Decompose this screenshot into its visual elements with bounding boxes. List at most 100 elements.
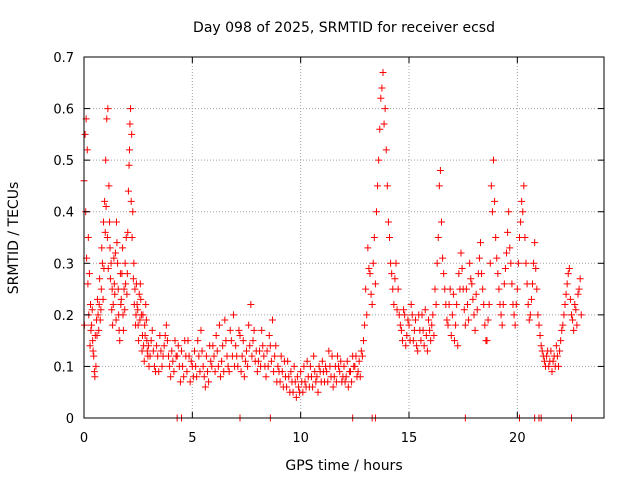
- data-point: [174, 342, 182, 350]
- x-tick-label: 10: [292, 431, 309, 446]
- data-point: [445, 301, 453, 309]
- data-point: [565, 264, 573, 272]
- data-point: [204, 368, 211, 376]
- data-point: [433, 259, 441, 267]
- data-point: [348, 378, 356, 386]
- data-point: [245, 321, 253, 329]
- data-point: [455, 270, 463, 278]
- data-point: [96, 275, 104, 283]
- data-point: [438, 218, 445, 226]
- data-point: [272, 342, 280, 350]
- data-point: [262, 373, 270, 381]
- data-point: [355, 357, 363, 365]
- data-point: [329, 383, 337, 391]
- data-point: [202, 352, 210, 360]
- data-point: [345, 368, 353, 376]
- data-point: [109, 321, 117, 329]
- data-point: [374, 182, 382, 190]
- data-point: [195, 352, 203, 360]
- data-point: [278, 368, 286, 376]
- data-point: [83, 146, 91, 154]
- data-point: [535, 321, 543, 329]
- data-point: [295, 383, 302, 391]
- x-tick-label: 5: [188, 431, 196, 446]
- data-point: [189, 373, 197, 381]
- data-point: [221, 316, 229, 324]
- data-point: [358, 352, 366, 360]
- data-point: [196, 368, 204, 376]
- data-point: [129, 275, 137, 283]
- data-point: [335, 362, 343, 370]
- data-point: [371, 280, 379, 288]
- data-point: [114, 285, 122, 293]
- data-point: [328, 352, 336, 360]
- data-point: [183, 368, 191, 376]
- data-point: [375, 156, 383, 164]
- data-point: [140, 357, 148, 365]
- data-point: [120, 285, 128, 293]
- data-point: [393, 306, 401, 314]
- data-point: [406, 337, 414, 345]
- y-tick-labels: 0 0.1 0.2 0.3 0.4 0.5 0.6 0.7: [53, 51, 74, 427]
- data-point: [291, 378, 299, 386]
- data-point: [532, 264, 540, 272]
- data-point: [210, 352, 218, 360]
- data-point: [252, 347, 260, 355]
- data-point: [395, 311, 403, 319]
- data-point: [417, 337, 425, 345]
- data-point: [304, 373, 312, 381]
- data-point: [475, 254, 483, 262]
- data-point: [521, 234, 529, 241]
- data-point: [558, 326, 566, 334]
- data-point: [90, 352, 98, 360]
- data-point: [435, 182, 443, 190]
- data-point: [248, 352, 256, 360]
- data-point: [477, 239, 484, 247]
- data-point: [472, 290, 480, 298]
- data-point: [310, 352, 318, 360]
- data-point: [106, 275, 114, 283]
- data-point: [150, 362, 158, 370]
- data-point: [448, 311, 456, 319]
- x-tick-label: 0: [80, 431, 88, 446]
- data-point: [141, 321, 149, 329]
- data-point: [520, 182, 528, 190]
- data-point: [136, 316, 144, 324]
- data-point: [531, 239, 539, 247]
- y-tick-label: 0.2: [53, 309, 74, 324]
- data-point: [102, 156, 110, 164]
- data-point: [423, 347, 431, 355]
- data-point: [107, 259, 115, 267]
- data-point: [543, 352, 551, 360]
- data-point: [507, 259, 515, 267]
- data-point: [383, 182, 391, 190]
- data-point: [97, 306, 105, 314]
- data-point: [112, 316, 120, 324]
- data-point: [123, 290, 131, 298]
- data-point: [523, 280, 531, 288]
- data-point: [439, 254, 447, 262]
- data-point: [88, 306, 96, 314]
- data-point: [568, 311, 575, 319]
- data-point: [178, 347, 185, 355]
- data-point: [209, 342, 217, 350]
- data-point: [404, 316, 412, 324]
- data-point: [540, 357, 548, 365]
- data-point: [537, 342, 545, 350]
- data-point: [166, 362, 174, 370]
- data-point: [106, 218, 114, 226]
- data-point: [311, 368, 319, 376]
- data-point: [244, 362, 252, 370]
- data-point: [428, 321, 436, 329]
- data-point: [269, 316, 276, 324]
- data-point: [499, 301, 507, 309]
- data-point: [341, 378, 349, 386]
- data-point: [103, 234, 111, 241]
- data-point: [243, 347, 250, 355]
- data-point: [224, 362, 232, 370]
- data-point: [169, 357, 177, 365]
- chart-title: Day 098 of 2025, SRMTID for receiver ecs…: [193, 20, 495, 36]
- data-point: [388, 270, 396, 278]
- data-point: [302, 383, 310, 391]
- data-point: [330, 373, 338, 381]
